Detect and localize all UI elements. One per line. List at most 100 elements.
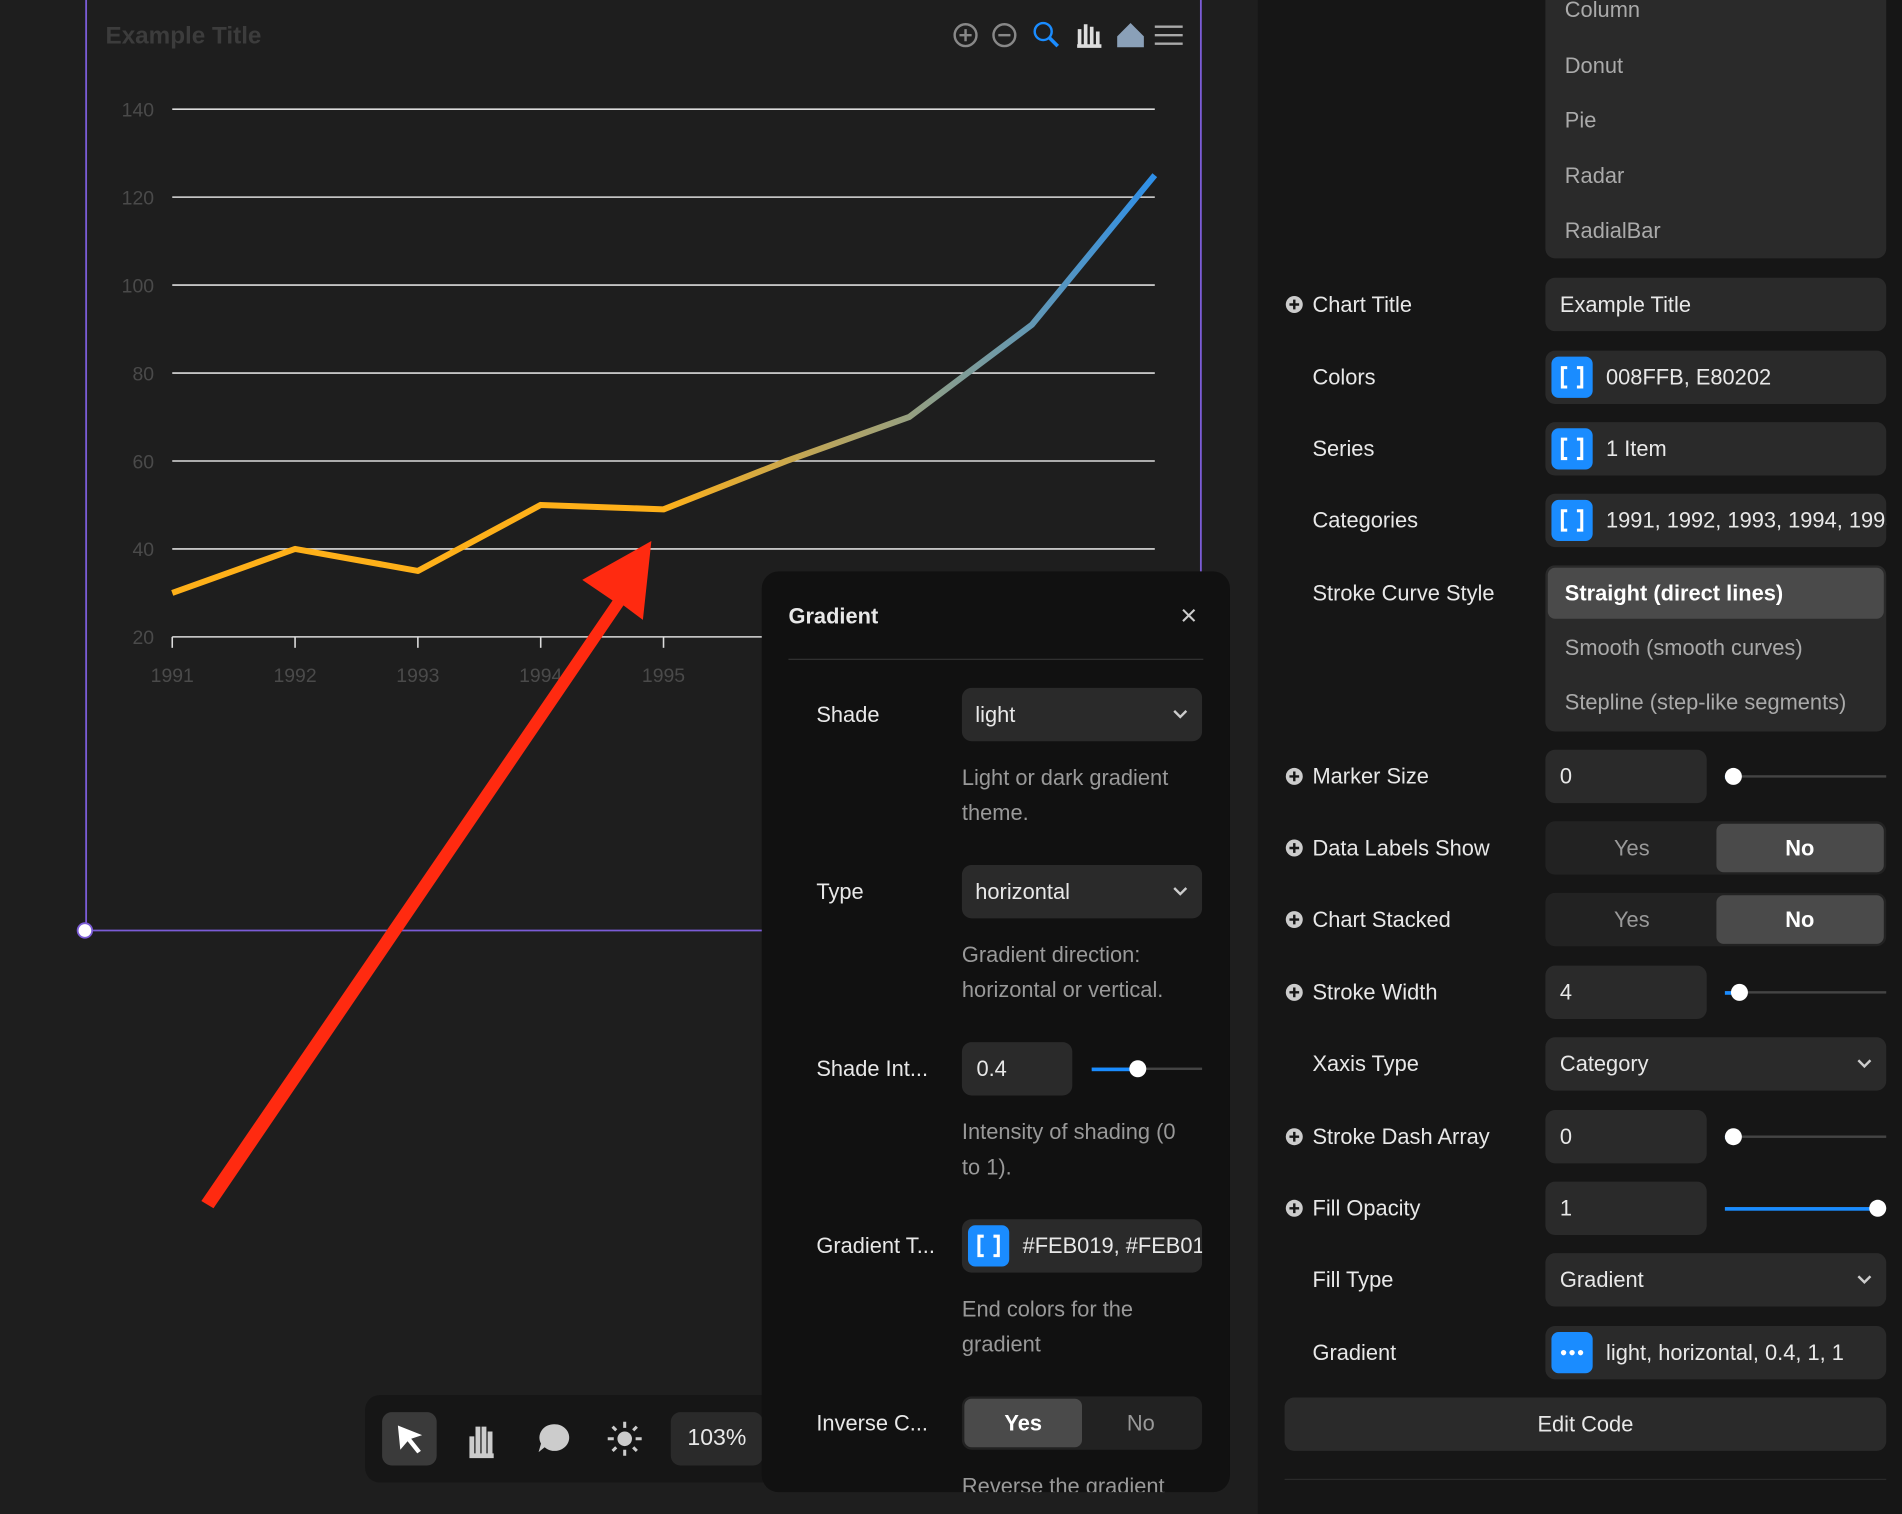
number-input[interactable] [1545, 749, 1707, 804]
dot [1560, 1349, 1567, 1356]
list-field[interactable]: 1 Item [1545, 422, 1887, 476]
property-label: Stroke Curve Style [1312, 581, 1495, 606]
toggle-option[interactable]: Yes [1548, 824, 1716, 873]
add-icon[interactable] [1285, 910, 1304, 929]
field-label: Shade [816, 702, 880, 727]
number-input[interactable] [1545, 965, 1707, 1020]
list-icon [1551, 1332, 1593, 1374]
slider-track [1091, 1067, 1203, 1070]
chevron [1857, 1059, 1872, 1069]
select[interactable] [1545, 1037, 1887, 1091]
property-label: Colors [1312, 365, 1376, 390]
number-input[interactable] [1545, 1110, 1707, 1164]
zoom-select-icon[interactable] [1033, 21, 1053, 42]
toggle-option[interactable]: Yes [964, 1398, 1083, 1448]
slider-knob[interactable] [1724, 1128, 1742, 1146]
field-label: Gradient T... [816, 1233, 935, 1259]
slider-fill [1091, 1066, 1138, 1071]
y-tick-label: 40 [132, 539, 154, 561]
type-option: Donut [1564, 53, 1624, 78]
brackets [1560, 366, 1584, 389]
help-text: Light or dark gradient theme. [961, 765, 1169, 825]
list-value: 008FFB, E80202 [1606, 365, 1772, 390]
toggle-option[interactable]: No [1715, 823, 1884, 873]
x-tick-label: 1991 [151, 665, 194, 687]
toggle-label: No [1785, 835, 1815, 861]
add-plus [1289, 987, 1300, 998]
list-field[interactable]: #FEB019, #FEB019 [961, 1219, 1203, 1273]
zoom-level: 103% [687, 1425, 747, 1451]
zoom-box[interactable]: 103% [670, 1412, 763, 1466]
list-icon [967, 1225, 1010, 1267]
field-label: Inverse C... [816, 1410, 928, 1436]
home-icon[interactable] [1117, 23, 1144, 48]
list-glyph [1560, 1349, 1584, 1356]
toggle-option[interactable]: Yes [1548, 895, 1716, 944]
zoom-in-icon[interactable] [953, 23, 978, 48]
resize-handle[interactable] [76, 922, 94, 939]
slider-knob[interactable] [1724, 767, 1742, 785]
toggle-label: Yes [1613, 835, 1650, 861]
menu-icon[interactable] [1154, 25, 1183, 45]
divider [1284, 1478, 1887, 1481]
property-label: Categories [1312, 508, 1419, 533]
add-plus [1289, 1131, 1300, 1142]
toggle-option[interactable]: No [1082, 1399, 1200, 1448]
list-field[interactable]: 1991, 1992, 1993, 1994, 1995 [1545, 493, 1887, 548]
list-field[interactable]: 008FFB, E80202 [1545, 350, 1887, 404]
add-icon[interactable] [1285, 295, 1304, 314]
slider-track [1724, 991, 1887, 994]
slider-fill [1724, 1206, 1878, 1211]
annotation-arrow [201, 541, 652, 1209]
add-icon[interactable] [1285, 767, 1304, 786]
input-value: 1 [1559, 1196, 1573, 1221]
add-icon[interactable] [1285, 838, 1304, 857]
theme-tool[interactable] [605, 1419, 644, 1458]
chevron [1173, 710, 1188, 719]
brackets [1560, 437, 1584, 461]
select-tool[interactable] [382, 1412, 437, 1466]
curve-option: Smooth (smooth curves) [1564, 635, 1803, 660]
dot [1577, 1349, 1584, 1356]
hand-tool[interactable] [462, 1419, 501, 1459]
slider-knob[interactable] [1869, 1199, 1887, 1217]
pan-icon[interactable] [1077, 24, 1102, 48]
toggle-option[interactable]: No [1715, 895, 1884, 944]
chevron [1857, 1275, 1872, 1285]
number-input[interactable] [1545, 1181, 1707, 1235]
list-value: 1991, 1992, 1993, 1994, 1995 [1606, 508, 1887, 533]
help-text: Reverse the gradient [961, 1473, 1165, 1493]
toggle-label: Yes [1613, 907, 1650, 932]
add-icon[interactable] [1285, 1199, 1304, 1218]
select[interactable] [961, 687, 1203, 742]
toggle-label: Yes [1004, 1410, 1042, 1436]
list-glyph [1560, 437, 1584, 461]
add-icon[interactable] [1285, 983, 1304, 1002]
zoom-out-icon[interactable] [992, 23, 1017, 48]
select[interactable] [1545, 1253, 1887, 1307]
y-tick-label: 20 [132, 627, 154, 649]
chart-title: Example Title [106, 23, 262, 50]
slider-track [1724, 775, 1887, 778]
option-selected[interactable] [1547, 567, 1884, 619]
number-input[interactable] [961, 1042, 1073, 1096]
property-label: Xaxis Type [1312, 1051, 1419, 1077]
text-input[interactable] [1545, 277, 1887, 332]
property-label: Gradient [1312, 1340, 1397, 1365]
property-label: Data Labels Show [1312, 835, 1490, 861]
toggle-label: No [1126, 1410, 1155, 1436]
list-field[interactable]: light, horizontal, 0.4, 1, 1 [1545, 1325, 1887, 1380]
input-value: 0 [1559, 764, 1573, 789]
select[interactable] [961, 864, 1203, 919]
panel-title: Gradient [788, 604, 879, 629]
input-value: Example Title [1559, 292, 1691, 317]
slider-knob[interactable] [1730, 983, 1748, 1001]
chevron [1173, 887, 1188, 896]
edit-code-button[interactable]: Edit Code [1284, 1397, 1887, 1451]
x-tick-label: 1992 [273, 665, 316, 687]
close-button[interactable]: × [1180, 599, 1198, 633]
add-icon[interactable] [1285, 1127, 1304, 1146]
slider-knob[interactable] [1129, 1060, 1147, 1078]
divider [788, 658, 1204, 660]
comment-tool[interactable] [535, 1421, 574, 1457]
